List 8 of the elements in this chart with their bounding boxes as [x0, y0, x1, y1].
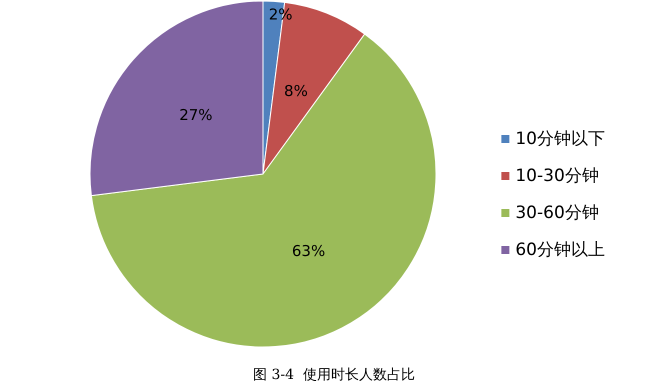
- text: 图 3-4 使用时长人数占比: [253, 367, 415, 383]
- data-label: 63%: [292, 242, 326, 260]
- data-label: 27%: [179, 106, 213, 124]
- data-label: 8%: [284, 82, 308, 100]
- legend-label: 10分钟以下: [515, 129, 606, 149]
- legend-label: 60分钟以上: [515, 240, 606, 260]
- legend-label: 10-30分钟: [515, 166, 599, 186]
- legend-label: 30-60分钟: [515, 203, 599, 223]
